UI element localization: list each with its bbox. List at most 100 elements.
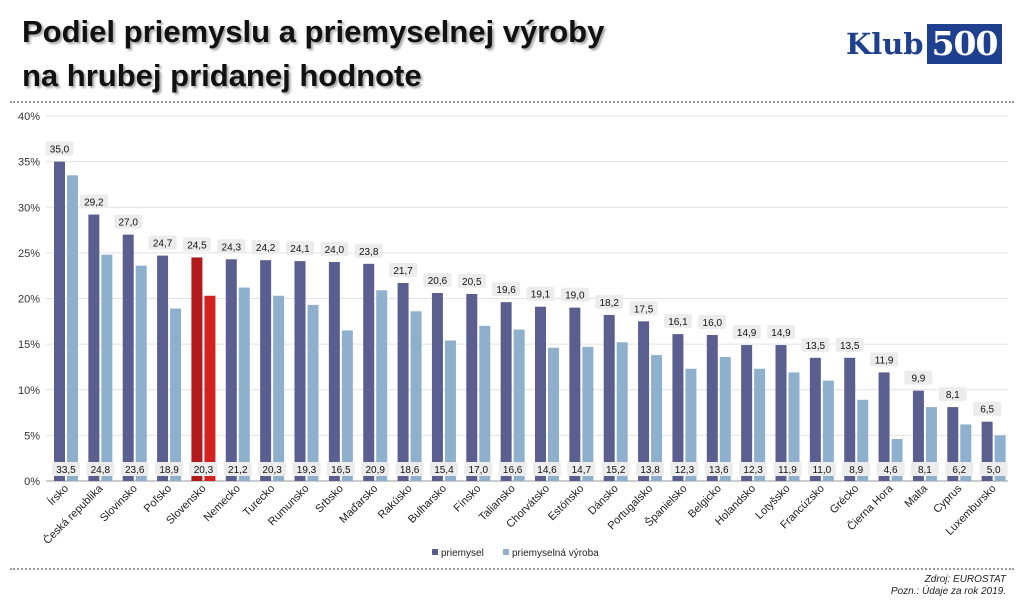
data-label-priemyselna-vyroba: 13,8 [640,465,660,476]
data-label-bg [773,462,802,476]
bar-priemyselna-vyroba [925,407,937,481]
data-label-priemyselna-vyroba: 4,6 [884,465,898,476]
bar-priemysel [191,257,203,481]
bar-priemysel [88,214,100,482]
data-label-priemyselna-vyroba: 20,3 [194,465,214,476]
data-label-bg [464,462,493,476]
bar-priemysel [500,302,512,481]
data-label-priemyselna-vyroba: 18,9 [159,465,179,476]
bar-priemysel [535,306,546,481]
bar-priemysel [603,314,615,481]
data-label-priemyselna-vyroba: 21,2 [228,465,248,476]
data-label-priemysel: 13,5 [840,341,860,352]
bar-priemysel [947,407,959,481]
data-label-priemyselna-vyroba: 14,7 [572,465,592,476]
data-label-priemysel: 11,9 [875,355,894,366]
data-label-bg [698,315,727,329]
bar-priemysel [431,293,443,481]
data-label-bg [148,235,177,250]
data-label-bg [52,462,80,476]
bar-priemyselna-vyroba [616,342,628,481]
data-label-bg [601,462,630,476]
bar-priemyselna-vyroba [67,175,78,481]
data-label-bg [182,237,211,252]
bottom-divider [10,568,1014,570]
data-label-priemysel: 16,0 [703,318,723,329]
bar-priemyselna-vyroba [548,347,559,481]
data-label-priemyselna-vyroba: 20,9 [365,465,385,476]
logo-number: 500 [926,24,1003,64]
bar-priemyselna-vyroba [273,295,285,481]
source-line: Zdroj: EUROSTAT [924,574,1006,585]
data-label-priemysel: 27,0 [118,218,138,229]
bar-priemysel [775,345,787,481]
data-label-priemyselna-vyroba: 15,4 [434,465,454,476]
bar-priemysel [638,321,650,481]
category-label: Írsko [45,482,71,508]
data-label-bg [670,462,699,476]
data-label-bg [842,462,871,476]
y-tick-label: 15% [18,339,40,351]
data-label-bg [292,462,321,476]
bar-priemysel [466,293,478,481]
data-label-bg [739,462,768,476]
bar-priemysel [672,334,684,481]
bar-priemyselna-vyroba [479,325,491,481]
data-label-bg [326,462,355,476]
y-tick-label: 10% [18,385,40,397]
data-label-priemyselna-vyroba: 16,6 [503,465,523,476]
category-label: Srbsko [313,483,346,516]
data-label-priemyselna-vyroba: 11,9 [778,465,797,476]
bar-priemysel [844,357,856,481]
logo-word: Klub [846,27,924,61]
data-label-priemyselna-vyroba: 33,5 [56,465,76,476]
bar-priemysel [809,357,821,481]
data-label-priemyselna-vyroba: 12,3 [675,465,695,476]
data-label-bg [79,194,108,209]
data-label-priemysel: 24,3 [222,242,242,253]
category-label: Fínsko [452,483,484,515]
data-label-bg [258,462,287,476]
data-label-bg [155,462,184,476]
bar-priemysel [363,263,375,481]
y-tick-label: 25% [18,248,40,260]
data-label-bg [629,301,658,316]
data-label-priemyselna-vyroba: 13,6 [709,465,729,476]
bar-priemysel [54,161,65,481]
bar-priemyselna-vyroba [891,439,903,481]
data-label-priemysel: 14,9 [771,328,791,339]
y-tick-label: 20% [18,294,40,306]
data-label-bg [973,401,1002,416]
bar-priemyselna-vyroba [857,399,869,481]
data-label-bg [354,243,383,258]
data-label-priemyselna-vyroba: 19,3 [297,465,317,476]
data-label-priemysel: 8,1 [946,390,960,401]
data-label-priemysel: 16,1 [668,317,688,328]
legend-label: priemysel [441,548,484,559]
bar-priemyselna-vyroba [376,290,388,481]
note-line: Pozn.: Údaje za rok 2019. [890,586,1006,597]
bar-priemyselna-vyroba [410,311,422,481]
top-divider [10,101,1014,103]
data-label-bg [361,462,390,476]
data-label-priemyselna-vyroba: 6,2 [952,465,966,476]
bar-priemyselna-vyroba [994,435,1006,481]
data-label-bg [395,462,424,476]
data-label-bg [567,462,596,476]
legend-swatch [503,549,509,555]
data-label-priemysel: 24,0 [325,245,345,256]
title-line-2: na hrubej pridanej hodnote [22,58,422,93]
category-label: Slovinsko [98,483,140,525]
data-label-priemysel: 29,2 [84,198,104,209]
y-tick-label: 0% [24,476,40,488]
data-label-bg [533,462,561,476]
data-label-bg [498,462,527,476]
category-label: Grécko [828,483,862,517]
data-label-priemyselna-vyroba: 20,3 [262,465,282,476]
bar-priemyselna-vyroba [204,295,216,481]
title-line-1: Podiel priemyslu a priemyselnej výroby [22,14,605,49]
bar-priemyselna-vyroba [685,368,697,481]
bar-priemyselna-vyroba [444,340,456,481]
category-label: Estónsko [546,483,586,523]
data-label-priemysel: 20,6 [428,276,448,287]
